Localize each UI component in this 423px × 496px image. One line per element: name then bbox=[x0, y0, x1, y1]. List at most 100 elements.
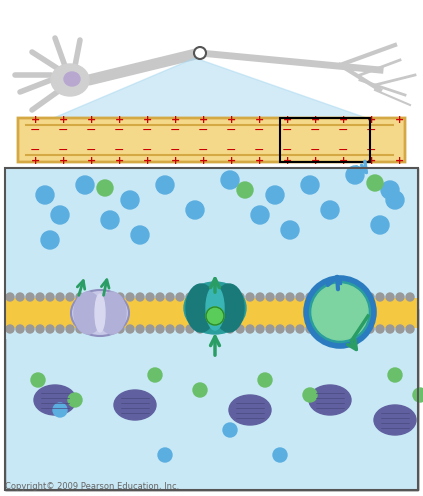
Circle shape bbox=[396, 293, 404, 301]
Circle shape bbox=[326, 325, 334, 333]
Ellipse shape bbox=[98, 292, 126, 334]
Circle shape bbox=[406, 325, 414, 333]
Circle shape bbox=[296, 325, 304, 333]
Circle shape bbox=[16, 325, 24, 333]
Ellipse shape bbox=[64, 72, 80, 86]
Text: +: + bbox=[86, 156, 96, 166]
Text: +: + bbox=[283, 156, 291, 166]
Text: +: + bbox=[30, 115, 40, 125]
Circle shape bbox=[76, 325, 84, 333]
Ellipse shape bbox=[34, 385, 76, 415]
Text: +: + bbox=[254, 115, 264, 125]
Text: +: + bbox=[170, 115, 180, 125]
Text: −: − bbox=[282, 143, 292, 157]
Circle shape bbox=[126, 325, 134, 333]
Circle shape bbox=[266, 186, 284, 204]
Text: −: − bbox=[142, 124, 152, 136]
Circle shape bbox=[16, 293, 24, 301]
Text: −: − bbox=[114, 124, 124, 136]
Circle shape bbox=[316, 325, 324, 333]
Text: −: − bbox=[338, 124, 348, 136]
Circle shape bbox=[236, 325, 244, 333]
Bar bbox=[5, 309, 418, 490]
Text: −: − bbox=[366, 124, 376, 136]
Text: −: − bbox=[226, 143, 236, 157]
Text: +: + bbox=[338, 156, 348, 166]
Circle shape bbox=[51, 206, 69, 224]
Text: −: − bbox=[226, 124, 236, 136]
Text: −: − bbox=[58, 143, 68, 157]
Circle shape bbox=[312, 284, 368, 340]
Polygon shape bbox=[30, 58, 395, 128]
Bar bbox=[5, 168, 418, 490]
Text: +: + bbox=[310, 156, 320, 166]
Circle shape bbox=[6, 293, 14, 301]
Text: +: + bbox=[226, 156, 236, 166]
Circle shape bbox=[306, 325, 314, 333]
Circle shape bbox=[86, 325, 94, 333]
Circle shape bbox=[301, 176, 319, 194]
Text: +: + bbox=[283, 115, 291, 125]
Circle shape bbox=[346, 325, 354, 333]
Circle shape bbox=[386, 325, 394, 333]
Text: −: − bbox=[30, 143, 40, 157]
Circle shape bbox=[6, 325, 14, 333]
Circle shape bbox=[66, 325, 74, 333]
Circle shape bbox=[396, 325, 404, 333]
Text: +: + bbox=[366, 156, 376, 166]
Ellipse shape bbox=[74, 292, 102, 334]
Text: −: − bbox=[310, 143, 320, 157]
Circle shape bbox=[136, 293, 144, 301]
Circle shape bbox=[106, 325, 114, 333]
Text: −: − bbox=[338, 143, 348, 157]
Circle shape bbox=[96, 293, 104, 301]
Circle shape bbox=[68, 393, 82, 407]
Circle shape bbox=[36, 293, 44, 301]
Circle shape bbox=[356, 325, 364, 333]
Circle shape bbox=[366, 293, 374, 301]
Ellipse shape bbox=[114, 390, 156, 420]
Circle shape bbox=[97, 180, 113, 196]
Circle shape bbox=[386, 191, 404, 209]
Text: +: + bbox=[310, 115, 320, 125]
Circle shape bbox=[158, 448, 172, 462]
Circle shape bbox=[156, 176, 174, 194]
Circle shape bbox=[41, 231, 59, 249]
Circle shape bbox=[226, 293, 234, 301]
Bar bbox=[5, 298, 418, 328]
Circle shape bbox=[346, 293, 354, 301]
Circle shape bbox=[246, 293, 254, 301]
Circle shape bbox=[206, 293, 214, 301]
Circle shape bbox=[156, 293, 164, 301]
Ellipse shape bbox=[186, 284, 216, 332]
Circle shape bbox=[221, 171, 239, 189]
Ellipse shape bbox=[214, 284, 244, 332]
Ellipse shape bbox=[95, 294, 105, 332]
Circle shape bbox=[321, 201, 339, 219]
Circle shape bbox=[226, 325, 234, 333]
Circle shape bbox=[223, 423, 237, 437]
Circle shape bbox=[281, 221, 299, 239]
Circle shape bbox=[53, 403, 67, 417]
Circle shape bbox=[136, 325, 144, 333]
Text: −: − bbox=[86, 124, 96, 136]
Circle shape bbox=[121, 191, 139, 209]
Circle shape bbox=[101, 211, 119, 229]
Circle shape bbox=[286, 325, 294, 333]
Circle shape bbox=[66, 293, 74, 301]
Circle shape bbox=[388, 368, 402, 382]
Circle shape bbox=[26, 325, 34, 333]
Circle shape bbox=[326, 293, 334, 301]
Circle shape bbox=[56, 325, 64, 333]
Circle shape bbox=[376, 293, 384, 301]
Circle shape bbox=[31, 373, 45, 387]
Text: +: + bbox=[143, 156, 151, 166]
Circle shape bbox=[237, 182, 253, 198]
Circle shape bbox=[146, 325, 154, 333]
Text: −: − bbox=[254, 143, 264, 157]
Circle shape bbox=[216, 325, 224, 333]
Bar bbox=[5, 168, 418, 339]
Circle shape bbox=[156, 325, 164, 333]
Text: +: + bbox=[226, 115, 236, 125]
Circle shape bbox=[276, 325, 284, 333]
